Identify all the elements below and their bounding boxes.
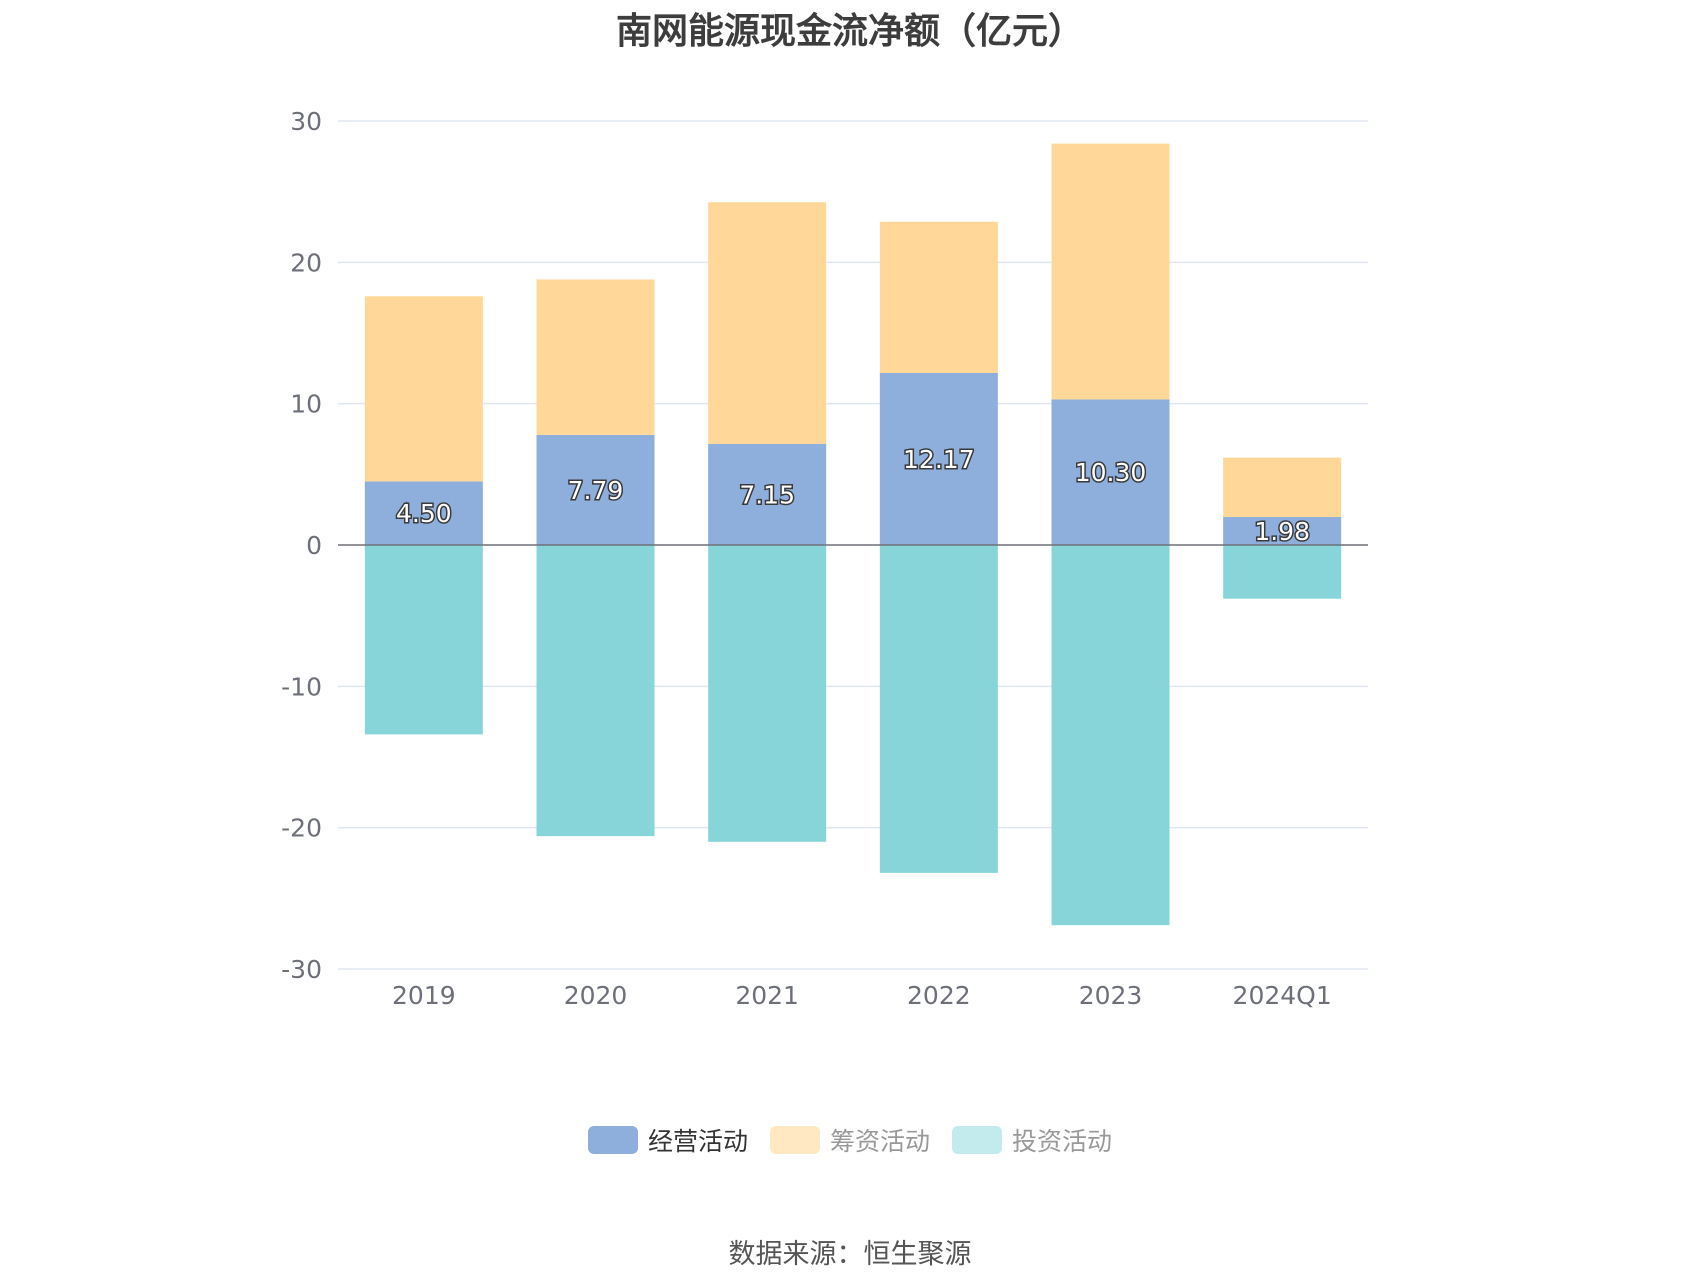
legend-item-financing[interactable]: 筹资活动 bbox=[769, 1122, 930, 1158]
legend-swatch-financing bbox=[769, 1126, 820, 1154]
data-label-operating: 4.50 bbox=[396, 499, 452, 528]
y-tick-label: 20 bbox=[290, 248, 322, 277]
data-label-operating: 1.98 bbox=[1254, 517, 1310, 546]
y-tick-label: 0 bbox=[306, 531, 322, 560]
x-tick-label: 2023 bbox=[1079, 981, 1143, 1010]
legend-label-operating: 经营活动 bbox=[647, 1127, 748, 1156]
data-source: 数据来源：恒生聚源 bbox=[728, 1239, 972, 1270]
data-label-operating: 12.17 bbox=[903, 445, 975, 474]
y-tick-label: -20 bbox=[281, 814, 322, 843]
bar-investing-2022 bbox=[879, 545, 998, 873]
bar-operating-2021 bbox=[708, 443, 827, 545]
bar-operating-2022 bbox=[879, 372, 998, 545]
legend-swatch-investing bbox=[952, 1126, 1002, 1154]
bar-financing-2019 bbox=[364, 296, 483, 482]
bar-financing-2021 bbox=[708, 202, 827, 444]
x-tick-label: 2019 bbox=[392, 981, 456, 1010]
chart-legend: 经营活动 筹资活动 投资活动 bbox=[0, 1122, 1700, 1158]
x-tick-label: 2024Q1 bbox=[1233, 981, 1332, 1010]
legend-item-investing[interactable]: 投资活动 bbox=[952, 1122, 1112, 1158]
bar-financing-2024Q1 bbox=[1223, 457, 1342, 518]
chart-title: 南网能源现金流净额（亿元） bbox=[615, 11, 1084, 52]
y-tick-label: 30 bbox=[290, 107, 322, 136]
y-tick-label: -30 bbox=[281, 955, 322, 984]
y-tick-label: -10 bbox=[281, 672, 322, 701]
bar-financing-2022 bbox=[879, 221, 998, 373]
x-tick-label: 2021 bbox=[735, 981, 799, 1010]
bar-operating-2020 bbox=[536, 434, 655, 545]
legend-label-financing: 筹资活动 bbox=[829, 1127, 930, 1156]
data-label-operating: 10.30 bbox=[1075, 458, 1147, 487]
data-label-operating: 7.15 bbox=[739, 480, 795, 509]
bar-operating-2023 bbox=[1051, 399, 1170, 545]
bar-operating-2019 bbox=[364, 481, 483, 545]
bar-operating-2024Q1 bbox=[1223, 517, 1342, 545]
x-tick-label: 2020 bbox=[564, 981, 628, 1010]
legend-swatch-operating bbox=[587, 1126, 638, 1154]
x-tick-label: 2022 bbox=[907, 981, 971, 1010]
bar-investing-2024Q1 bbox=[1223, 545, 1342, 599]
data-label-operating: 7.79 bbox=[568, 476, 624, 505]
bar-investing-2023 bbox=[1051, 545, 1170, 926]
bar-investing-2021 bbox=[708, 545, 827, 842]
bar-investing-2019 bbox=[364, 545, 483, 735]
bar-investing-2020 bbox=[536, 545, 655, 837]
legend-label-investing: 投资活动 bbox=[1012, 1127, 1113, 1156]
legend-item-operating[interactable]: 经营活动 bbox=[587, 1122, 748, 1158]
bar-financing-2020 bbox=[536, 279, 655, 435]
y-tick-label: 10 bbox=[290, 390, 322, 419]
bar-financing-2023 bbox=[1051, 143, 1170, 400]
